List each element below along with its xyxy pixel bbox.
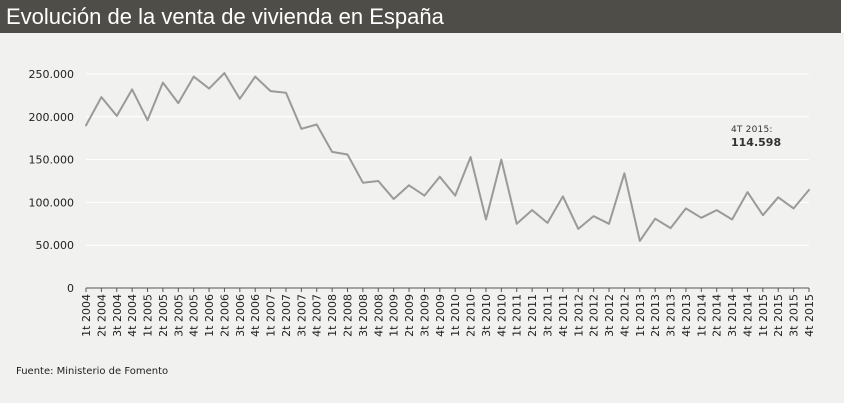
x-tick-label: 3t 2014	[726, 294, 739, 337]
x-tick-label: 2t 2005	[157, 294, 170, 337]
x-tick-label: 2t 2013	[649, 294, 662, 337]
y-tick-label: 0	[67, 282, 74, 295]
x-tick-label: 1t 2010	[449, 294, 462, 337]
annotation-label: 4T 2015:	[731, 125, 773, 135]
x-tick-label: 1t 2014	[695, 294, 708, 337]
y-tick-label: 50.000	[36, 239, 75, 252]
x-tick-label: 1t 2012	[572, 294, 585, 337]
x-tick-label: 2t 2015	[772, 294, 785, 337]
x-tick-label: 4t 2012	[618, 294, 631, 337]
title-accent	[841, 0, 844, 33]
x-tick-label: 1t 2009	[388, 294, 401, 337]
x-tick-label: 4t 2015	[803, 294, 816, 337]
x-tick-label: 1t 2008	[326, 294, 339, 337]
x-tick-label: 1t 2011	[511, 294, 524, 337]
x-tick-label: 4t 2006	[249, 294, 262, 337]
x-tick-label: 4t 2007	[311, 294, 324, 337]
x-tick-label: 1t 2006	[203, 294, 216, 337]
x-tick-label: 3t 2013	[665, 294, 678, 337]
annotation-value: 114.598	[731, 136, 782, 149]
x-tick-label: 2t 2007	[280, 294, 293, 337]
x-tick-label: 4t 2004	[126, 294, 139, 337]
x-tick-label: 2t 2006	[218, 294, 231, 337]
y-tick-label: 100.000	[29, 196, 75, 209]
x-tick-label: 1t 2015	[757, 294, 770, 337]
x-tick-label: 4t 2008	[372, 294, 385, 337]
x-tick-label: 4t 2009	[434, 294, 447, 337]
x-tick-label: 3t 2009	[418, 294, 431, 337]
x-tick-label: 3t 2007	[295, 294, 308, 337]
x-tick-label: 3t 2015	[788, 294, 801, 337]
x-tick-label: 4t 2011	[557, 294, 570, 337]
chart-title: Evolución de la venta de vivienda en Esp…	[6, 4, 444, 29]
last-value-annotation: 4T 2015: 114.598	[731, 125, 781, 149]
x-tick-label: 3t 2006	[234, 294, 247, 337]
y-tick-label: 250.000	[29, 68, 75, 81]
x-tick-label: 3t 2010	[480, 294, 493, 337]
x-tick-label: 2t 2012	[588, 294, 601, 337]
x-tick-label: 2t 2004	[95, 294, 108, 337]
y-tick-label: 150.000	[29, 154, 75, 167]
y-tick-label: 200.000	[29, 111, 75, 124]
x-tick-label: 3t 2008	[357, 294, 370, 337]
x-tick-label: 3t 2012	[603, 294, 616, 337]
x-tick-label: 1t 2005	[142, 294, 155, 337]
x-tick-label: 4t 2014	[741, 294, 754, 337]
x-tick-label: 2t 2008	[342, 294, 355, 337]
x-tick-label: 2t 2010	[465, 294, 478, 337]
x-tick-label: 1t 2004	[80, 294, 93, 337]
x-tick-label: 4t 2010	[495, 294, 508, 337]
source-note: Fuente: Ministerio de Fomento	[16, 366, 169, 377]
line-chart: 0 50.000 100.000 150.000 200.000 250.000 1t 20…	[29, 68, 817, 337]
series-line	[85, 72, 810, 242]
chart-title-bar: Evolución de la venta de vivienda en Esp…	[0, 0, 844, 33]
x-tick-label: 4t 2005	[188, 294, 201, 337]
x-tick-label: 3t 2011	[541, 294, 554, 337]
x-tick-label: 2t 2009	[403, 294, 416, 337]
x-tick-label: 2t 2014	[711, 294, 724, 337]
x-tick-label: 3t 2005	[172, 294, 185, 337]
x-tick-label: 1t 2013	[634, 294, 647, 337]
x-tick-label: 4t 2013	[680, 294, 693, 337]
x-tick-label: 3t 2004	[111, 294, 124, 337]
x-tick-label: 2t 2011	[526, 294, 539, 337]
x-tick-label: 1t 2007	[265, 294, 278, 337]
